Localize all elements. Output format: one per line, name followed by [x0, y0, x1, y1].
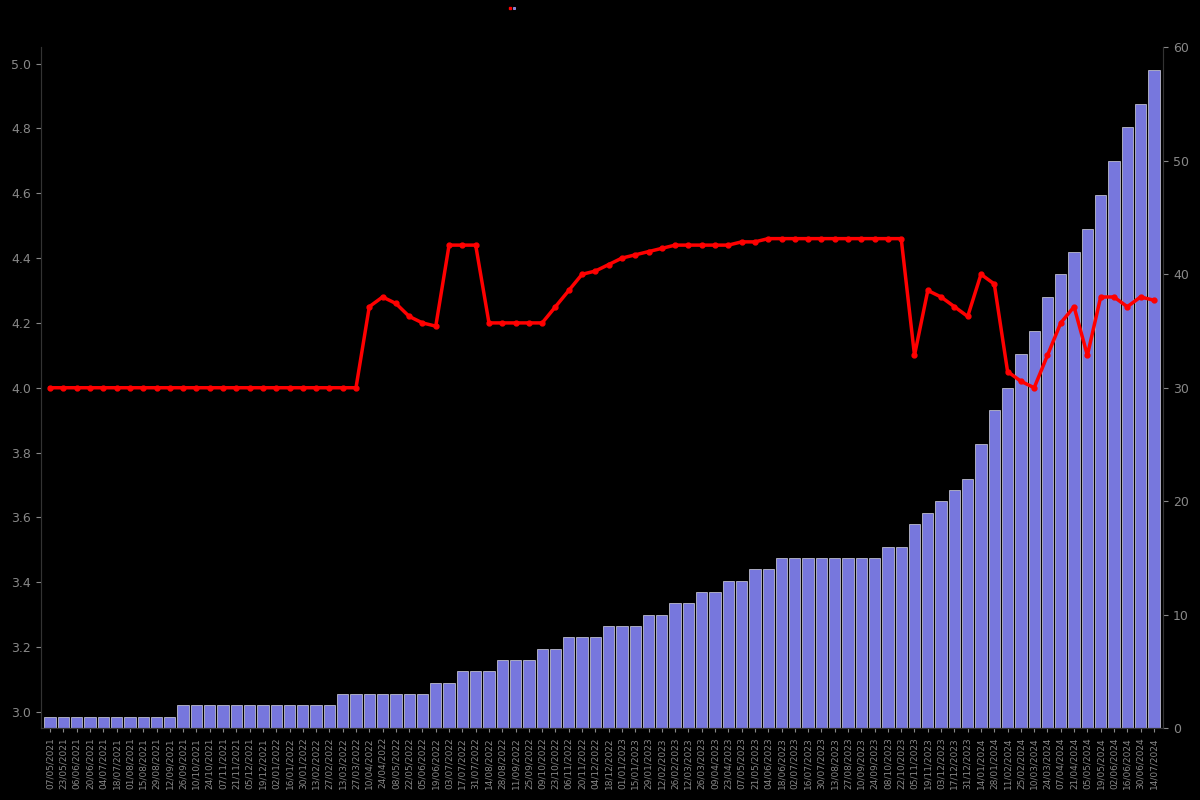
Bar [563, 638, 575, 728]
Bar [895, 546, 907, 728]
Bar [1135, 104, 1146, 728]
Bar [244, 706, 256, 728]
Bar [630, 626, 641, 728]
Bar [58, 717, 70, 728]
Bar [164, 717, 175, 728]
Bar [298, 706, 308, 728]
Bar [776, 558, 787, 728]
Bar [922, 513, 934, 728]
Bar [882, 546, 894, 728]
Bar [217, 706, 229, 728]
Bar [191, 706, 202, 728]
Bar [1015, 354, 1026, 728]
Bar [230, 706, 242, 728]
Bar [377, 694, 389, 728]
Bar [842, 558, 853, 728]
Bar [670, 603, 680, 728]
Bar [430, 682, 442, 728]
Bar [470, 671, 481, 728]
Bar [84, 717, 96, 728]
Bar [856, 558, 866, 728]
Bar [908, 524, 920, 728]
Bar [1042, 297, 1054, 728]
Bar [1055, 274, 1067, 728]
Bar [1096, 195, 1106, 728]
Bar [869, 558, 881, 728]
Bar [110, 717, 122, 728]
Bar [284, 706, 295, 728]
Bar [949, 490, 960, 728]
Bar [696, 592, 707, 728]
Bar [816, 558, 827, 728]
Bar [1081, 229, 1093, 728]
Bar [138, 717, 149, 728]
Bar [709, 592, 721, 728]
Bar [762, 570, 774, 728]
Bar [71, 717, 83, 728]
Bar [390, 694, 402, 728]
Bar [364, 694, 374, 728]
Bar [97, 717, 109, 728]
Bar [576, 638, 588, 728]
Bar [1109, 161, 1120, 728]
Bar [403, 694, 415, 728]
Bar [602, 626, 614, 728]
Bar [683, 603, 694, 728]
Bar [976, 445, 986, 728]
Bar [497, 660, 508, 728]
Bar [936, 501, 947, 728]
Bar [257, 706, 269, 728]
Bar [324, 706, 335, 728]
Bar [204, 706, 215, 728]
Bar [523, 660, 534, 728]
Bar [829, 558, 840, 728]
Bar [44, 717, 55, 728]
Bar [125, 717, 136, 728]
Bar [1002, 388, 1013, 728]
Bar [484, 671, 494, 728]
Bar [1028, 331, 1040, 728]
Bar [311, 706, 322, 728]
Bar [536, 649, 548, 728]
Bar [444, 682, 455, 728]
Bar [416, 694, 428, 728]
Bar [790, 558, 800, 728]
Bar [151, 717, 162, 728]
Bar [962, 478, 973, 728]
Bar [589, 638, 601, 728]
Bar [749, 570, 761, 728]
Bar [656, 614, 667, 728]
Bar [178, 706, 188, 728]
Bar [617, 626, 628, 728]
Bar [510, 660, 521, 728]
Bar [1122, 126, 1133, 728]
Bar [1068, 251, 1080, 728]
Bar [736, 581, 748, 728]
Bar [270, 706, 282, 728]
Bar [550, 649, 562, 728]
Bar [989, 410, 1000, 728]
Bar [337, 694, 348, 728]
Bar [803, 558, 814, 728]
Bar [1148, 70, 1159, 728]
Bar [643, 614, 654, 728]
Legend: , : , [509, 7, 515, 9]
Bar [722, 581, 734, 728]
Bar [457, 671, 468, 728]
Bar [350, 694, 361, 728]
